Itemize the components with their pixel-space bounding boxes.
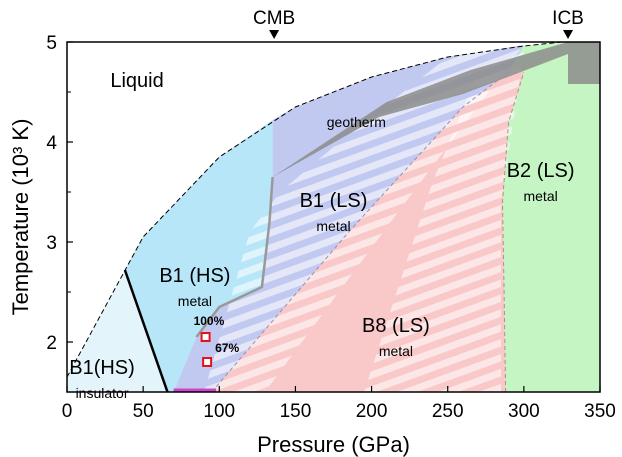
- data-point-label: 100%: [194, 314, 225, 328]
- data-point-marker: [200, 332, 211, 342]
- melting-curve: [67, 42, 562, 378]
- region-label: B1 (LS): [300, 190, 368, 212]
- x-tick-label: 100: [203, 401, 235, 422]
- x-tick-label: 150: [280, 401, 312, 422]
- uncertainty-band-1: [204, 45, 524, 392]
- b1-hs-insulator-region: [67, 270, 168, 392]
- region-label: Liquid: [110, 70, 163, 92]
- insulator-metal-line: [123, 269, 169, 392]
- region-sublabel: metal: [316, 218, 350, 234]
- b1-hs-metal-region: [124, 120, 273, 392]
- x-tick-label: 300: [508, 401, 540, 422]
- region-label: B2 (LS): [507, 160, 575, 182]
- region-label: B1(HS): [69, 357, 135, 379]
- data-point-label: 67%: [215, 341, 239, 355]
- x-tick-label: 350: [584, 401, 616, 422]
- b8-b2-boundary: [501, 71, 525, 392]
- y-axis-label: Temperature (10³ K): [8, 119, 33, 316]
- x-tick-label: 250: [432, 401, 464, 422]
- x-tick-label: 0: [62, 401, 73, 422]
- hs-ls-transition-line: [195, 176, 274, 338]
- geotherm-band-extension: [568, 42, 600, 84]
- phase-boundaries: [67, 42, 562, 392]
- region-sublabel: metal: [523, 188, 557, 204]
- axes: 0 50 100 150 200 250 300 350 2 3 4 5 Pressure (GPa) T…: [8, 8, 616, 457]
- region-sublabel: metal: [379, 343, 413, 359]
- y-tick-label: 3: [46, 233, 57, 254]
- region-label: B1 (HS): [159, 265, 230, 287]
- region-labels: Liquid B1 (HS) metal B1(HS) insulator B1 (LS)…: [69, 70, 574, 401]
- geotherm-label: geotherm: [327, 114, 386, 130]
- region-sublabel: metal: [178, 293, 212, 309]
- y-tick-label: 5: [46, 33, 57, 54]
- b1-b8-boundary: [211, 71, 509, 392]
- y-tick-label: 4: [46, 133, 57, 154]
- top-marker-label: CMB: [253, 8, 295, 29]
- data-points: 100% 67%: [194, 314, 239, 367]
- region-sublabel: insulator: [76, 385, 129, 401]
- region-label: B8 (LS): [362, 315, 430, 337]
- top-marker-arrow: [269, 30, 280, 39]
- data-point-marker: [202, 357, 213, 367]
- uncertainty-band-2: [364, 52, 524, 392]
- x-axis-label: Pressure (GPa): [257, 432, 410, 457]
- liquid-fill: [67, 42, 562, 377]
- plot-frame: [66, 41, 601, 393]
- top-marker-arrow: [563, 30, 574, 39]
- x-tick-label: 50: [133, 401, 154, 422]
- phase-regions: [67, 42, 600, 392]
- geotherm-band: [272, 42, 568, 177]
- y-tick-label: 2: [46, 333, 57, 354]
- x-tick-label: 200: [356, 401, 388, 422]
- top-marker-label: ICB: [552, 8, 584, 29]
